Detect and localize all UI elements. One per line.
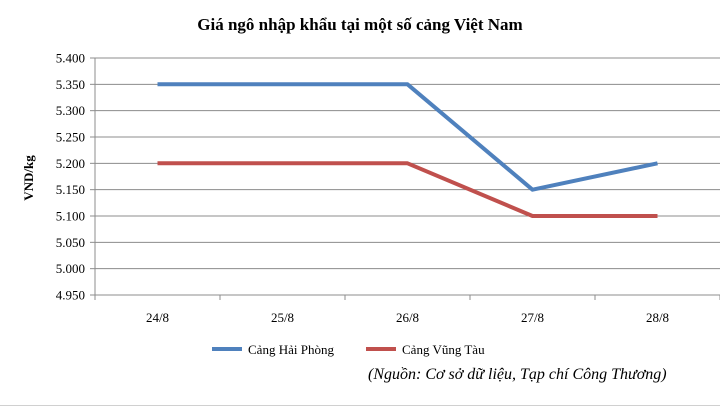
y-tick-label: 5.400 [56,51,85,66]
gridlines [95,57,720,296]
legend-label: Cảng Vũng Tàu [402,342,485,357]
y-tick-label: 5.000 [56,261,85,276]
x-tick-label: 24/8 [146,310,169,325]
x-tick-label: 28/8 [646,310,669,325]
x-tick-label: 26/8 [396,310,419,325]
x-tick-labels: 24/8 25/8 26/8 27/8 28/8 [146,310,669,325]
y-axis-label: VND/kg [21,155,36,201]
y-tick-label: 5.150 [56,182,85,197]
y-tick-label: 4.950 [56,288,85,303]
series-line [157,161,658,218]
series-line [157,82,658,192]
legend-label: Cảng Hải Phòng [248,342,334,357]
series-lines [157,82,658,218]
x-tick-label: 25/8 [271,310,294,325]
legend: Cảng Hải Phòng Cảng Vũng Tàu [212,342,485,357]
y-tick-label: 5.250 [56,130,85,145]
y-tick-label: 5.050 [56,235,85,250]
y-tick-label: 5.200 [56,156,85,171]
source-note: (Nguồn: Cơ sở dữ liệu, Tạp chí Công Thươ… [368,366,667,383]
y-tick-label: 5.300 [56,103,85,118]
axes [90,57,720,300]
chart-title: Giá ngô nhập khẩu tại một số cảng Việt N… [197,15,522,34]
x-tick-label: 27/8 [521,310,544,325]
y-tick-labels: 5.400 5.350 5.300 5.250 5.200 5.150 5.100 5.050… [56,51,85,303]
y-tick-label: 5.350 [56,77,85,92]
y-tick-label: 5.100 [56,209,85,224]
